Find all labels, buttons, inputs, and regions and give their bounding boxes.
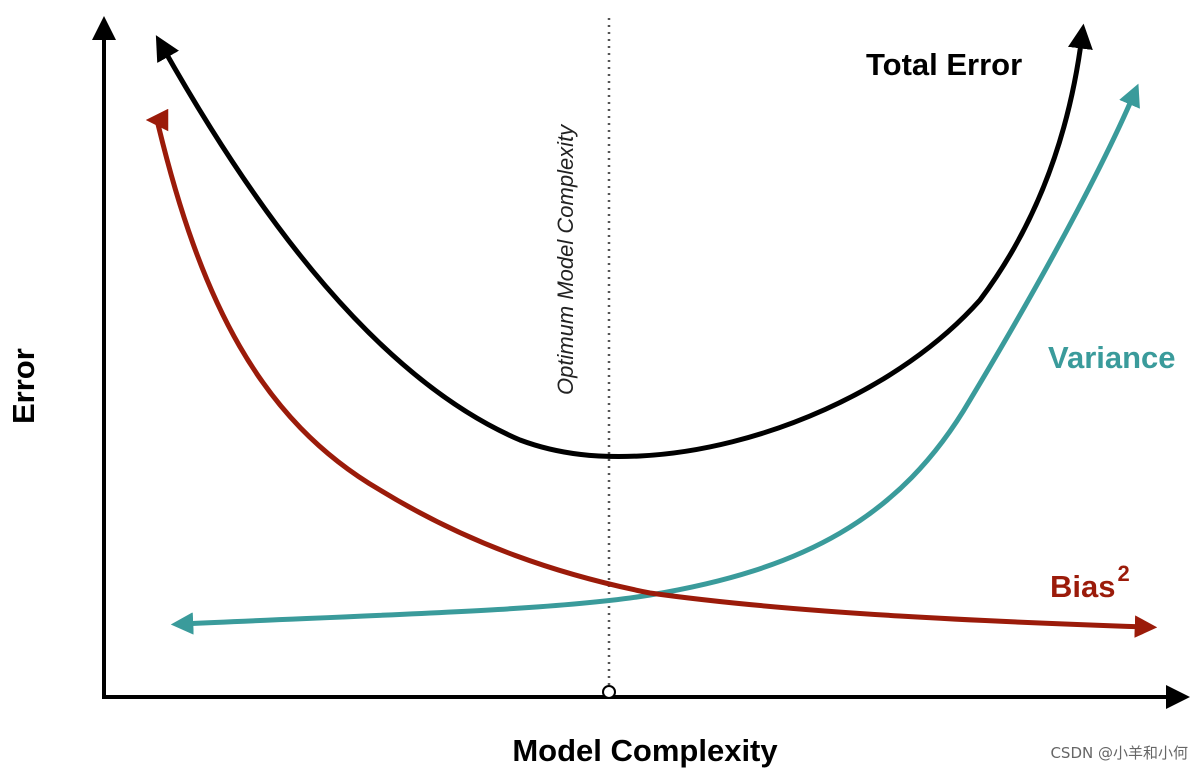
bias-label-text: Bias (1050, 569, 1115, 604)
y-axis-label: Error (6, 348, 41, 424)
bias-label: Bias2 (1050, 561, 1130, 604)
total-error-label: Total Error (866, 47, 1022, 82)
optimum-marker (602, 685, 616, 699)
optimum-label: Optimum Model Complexity (553, 123, 578, 395)
x-axis-label: Model Complexity (512, 733, 778, 768)
watermark: CSDN @小羊和小何 (1050, 744, 1188, 762)
variance-label: Variance (1048, 340, 1176, 375)
bias-superscript: 2 (1117, 561, 1129, 586)
bias-curve (154, 119, 1158, 638)
total-error-curve (155, 23, 1093, 460)
variance-curve (170, 83, 1140, 635)
